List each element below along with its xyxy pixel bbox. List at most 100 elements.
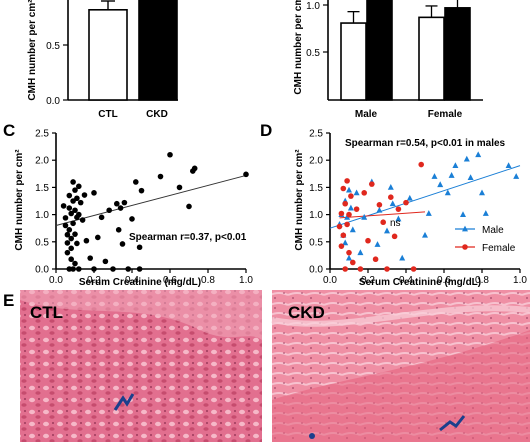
legend-label-male: Male [482,225,504,236]
panel-c-ylabel: CMH number per cm² [14,149,25,251]
data-point [72,260,78,267]
panel-a: CMH number per cm² 0.5 0.0 CTL CKD [27,0,178,120]
data-point [102,258,109,265]
data-point-female [340,185,347,192]
data-point [66,205,73,211]
y-tick-label: 0.5 [309,237,323,248]
data-point-male [349,226,356,233]
panel-a-ylabel: CMH number per cm² [27,0,38,101]
data-point-male [361,213,368,220]
data-point [70,220,76,227]
histology-image-ckd: CKD [271,290,530,442]
data-point-female [342,200,349,207]
data-point-female [384,266,390,272]
data-point [70,179,76,185]
y-tick-label: 1.5 [35,183,49,194]
data-point-female [403,199,409,206]
data-point [72,231,78,237]
histology-image-ctl: CTL [20,290,262,442]
data-point-male [482,210,489,216]
panel-b: CMH number per cm² 1.0 0.5 Male Female [293,0,483,120]
fit-line-female [339,211,426,219]
data-point-male [346,186,352,193]
panel-b-ylabel: CMH number per cm² [293,0,304,95]
data-point-female [376,202,383,208]
legend-label-female: Female [482,243,516,254]
data-point [62,222,69,229]
data-point-female [369,181,375,187]
data-point [138,187,145,194]
panel-d: D CMH number per cm² 0.0 0.2 0.4 0.6 0.8 1.0 0… [260,121,527,288]
data-point [121,199,128,206]
data-point [76,183,82,190]
x-tick-label: 0.8 [475,275,489,286]
y-tick-label: 2.5 [35,129,49,140]
x-tick-label: 1.0 [239,275,253,286]
data-point [74,195,80,202]
data-point-female [380,219,387,226]
data-point-male [448,172,455,178]
data-point [191,165,198,172]
data-point [136,244,143,251]
x-tick-label: 0.4 [125,275,139,286]
x-tick-label: 0.0 [49,275,63,286]
data-point [167,151,173,158]
data-point-male [353,189,360,196]
x-tick-label: 0.0 [323,275,337,286]
data-point-female [344,178,350,184]
bar-female-1 [444,7,471,101]
y-tick-label: 1.0 [35,210,49,221]
data-point-male [444,189,451,196]
data-point-male [463,155,470,162]
data-point-female [388,194,394,200]
data-point-female [346,211,352,218]
y-tick-label: 1.0 [309,210,323,221]
x-tick-label: 0.6 [163,275,177,286]
data-point-male [475,151,482,158]
data-point [64,240,71,246]
data-point-male [384,227,390,234]
data-point [64,231,71,238]
data-point-female [372,256,379,263]
histology-label-ctl: CTL [30,303,63,322]
data-point-male [374,241,381,247]
data-point-male [437,181,444,188]
panel-b-category-label: Male [355,109,378,120]
data-point-male [406,194,413,201]
panel-a-ytick-label: 0.5 [46,41,60,52]
data-point-male [513,173,520,179]
data-point [186,203,192,210]
data-point [68,245,74,252]
data-point [91,266,97,272]
panel-c-letter: C [3,121,15,140]
data-point-male [431,173,438,179]
data-point [68,256,74,263]
x-tick-label: 0.4 [399,275,413,286]
legend-marker-male [462,225,468,232]
data-point [243,171,249,178]
data-point-female [344,221,350,228]
data-point-female [350,259,356,266]
data-point [81,192,88,198]
panel-c: C CMH number per cm² 0.0 0.2 0.4 0.6 0.8 1.0 0… [3,121,253,288]
panel-a-ytick-label: 0.0 [46,96,60,107]
data-point [106,207,112,214]
data-point [95,234,101,241]
data-point [115,227,122,233]
bar-ctl [88,9,128,101]
data-point [98,214,105,221]
bar-male-0 [340,22,367,101]
data-point-male [389,200,396,207]
data-point-female [342,266,349,272]
panel-c-annotation: Spearman r=0.37, p<0.01 [129,232,247,243]
data-point-female [338,243,345,249]
data-point-male [479,189,485,196]
panel-c-xlabel: Serum Creatinine (mg/dL) [79,277,201,288]
data-point [87,255,93,261]
data-point-female [395,206,402,212]
data-point-male [505,162,512,169]
data-point-male [344,213,351,220]
data-point-female [361,190,368,196]
data-point [70,266,76,272]
panel-d-fit-note: ns [390,218,401,229]
